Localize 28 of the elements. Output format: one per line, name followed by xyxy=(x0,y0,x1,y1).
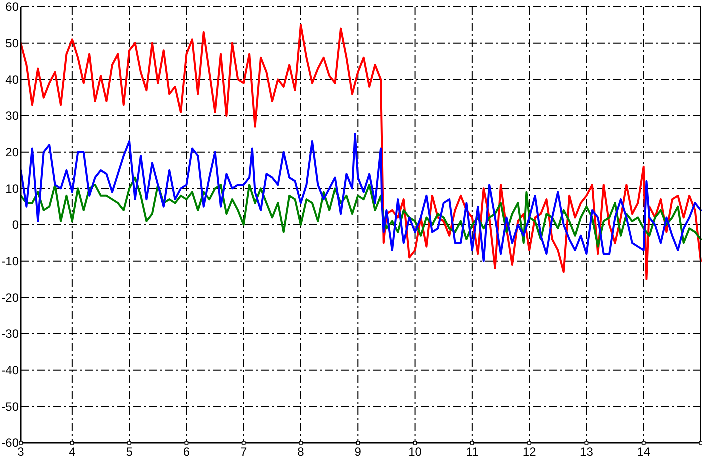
y-tick-label: 40 xyxy=(6,72,20,87)
line-series xyxy=(20,176,702,248)
x-tick-label: 7 xyxy=(240,445,248,459)
x-tick-label: 9 xyxy=(354,445,362,459)
x-tick-label: 8 xyxy=(298,445,305,459)
x-tick-label: 12 xyxy=(522,445,537,459)
x-tick-label: 3 xyxy=(18,445,25,459)
y-tick-label: -10 xyxy=(2,254,20,269)
y-tick-label: -30 xyxy=(2,327,20,342)
y-tick-label: 10 xyxy=(6,182,20,196)
x-tick-label: 4 xyxy=(69,445,76,459)
y-tick-label: -40 xyxy=(2,364,20,378)
x-tick-label: 6 xyxy=(183,445,190,459)
y-tick-label: 0 xyxy=(12,218,20,232)
x-tick-label: 11 xyxy=(466,445,479,459)
y-tick-label: -60 xyxy=(2,436,20,450)
x-tick-label: 14 xyxy=(637,445,651,459)
x-tick-label: 5 xyxy=(126,445,134,459)
line-series xyxy=(20,24,702,280)
y-tick-label: -20 xyxy=(2,290,20,305)
x-tick-label: 10 xyxy=(408,445,422,459)
y-tick-label: -50 xyxy=(2,400,20,414)
y-tick-label: 50 xyxy=(6,36,20,51)
line-series xyxy=(20,133,702,262)
y-tick-label: 60 xyxy=(6,0,20,14)
x-tick-label: 13 xyxy=(580,445,594,459)
y-tick-label: 20 xyxy=(6,146,20,160)
y-tick-label: 30 xyxy=(6,109,20,124)
